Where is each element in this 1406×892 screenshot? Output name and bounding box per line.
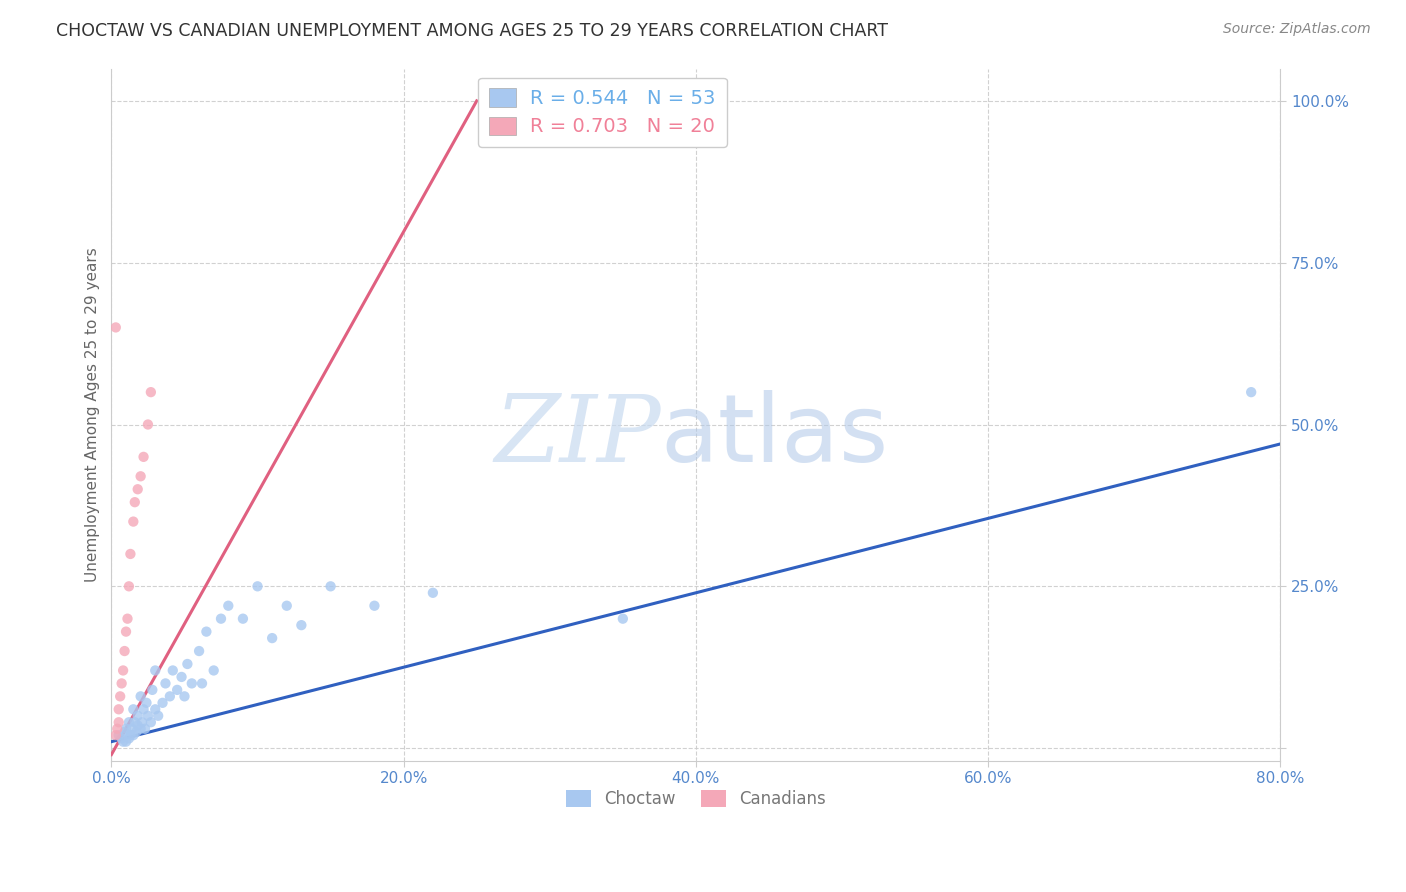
Point	[127, 708, 149, 723]
Text: atlas: atlas	[661, 390, 889, 482]
Point	[112, 664, 135, 678]
Point	[139, 715, 162, 730]
Point	[122, 728, 145, 742]
Point	[136, 417, 159, 432]
Point	[176, 657, 198, 671]
Point	[131, 715, 153, 730]
Point	[118, 731, 141, 746]
Point	[1240, 385, 1263, 400]
Point	[202, 664, 225, 678]
Point	[209, 612, 232, 626]
Point	[115, 624, 138, 639]
Point	[114, 644, 136, 658]
Point	[135, 696, 157, 710]
Point	[146, 708, 169, 723]
Point	[129, 469, 152, 483]
Point	[276, 599, 298, 613]
Point	[191, 676, 214, 690]
Point	[173, 690, 195, 704]
Point	[121, 722, 143, 736]
Point	[107, 702, 129, 716]
Y-axis label: Unemployment Among Ages 25 to 29 years: Unemployment Among Ages 25 to 29 years	[86, 247, 100, 582]
Point	[132, 450, 155, 464]
Point	[290, 618, 312, 632]
Point	[246, 579, 269, 593]
Point	[120, 547, 142, 561]
Point	[111, 731, 134, 746]
Point	[180, 676, 202, 690]
Point	[363, 599, 385, 613]
Point	[122, 702, 145, 716]
Point	[124, 495, 146, 509]
Point	[118, 715, 141, 730]
Point	[108, 690, 131, 704]
Point	[143, 664, 166, 678]
Point	[262, 631, 284, 645]
Point	[188, 644, 211, 658]
Point	[170, 670, 193, 684]
Point	[115, 722, 138, 736]
Point	[612, 612, 634, 626]
Point	[141, 682, 163, 697]
Text: Source: ZipAtlas.com: Source: ZipAtlas.com	[1223, 22, 1371, 37]
Point	[152, 696, 174, 710]
Point	[115, 734, 138, 748]
Point	[125, 725, 148, 739]
Point	[127, 718, 149, 732]
Point	[195, 624, 218, 639]
Point	[155, 676, 177, 690]
Point	[217, 599, 239, 613]
Point	[105, 722, 128, 736]
Point	[132, 702, 155, 716]
Point	[129, 722, 152, 736]
Point	[107, 728, 129, 742]
Point	[117, 612, 139, 626]
Point	[112, 734, 135, 748]
Point	[104, 320, 127, 334]
Text: ZIP: ZIP	[495, 391, 661, 481]
Point	[166, 682, 188, 697]
Point	[114, 725, 136, 739]
Point	[104, 728, 127, 742]
Text: CHOCTAW VS CANADIAN UNEMPLOYMENT AMONG AGES 25 TO 29 YEARS CORRELATION CHART: CHOCTAW VS CANADIAN UNEMPLOYMENT AMONG A…	[56, 22, 889, 40]
Point	[143, 702, 166, 716]
Point	[124, 715, 146, 730]
Point	[122, 515, 145, 529]
Point	[422, 586, 444, 600]
Point	[134, 722, 156, 736]
Legend: Choctaw, Canadians: Choctaw, Canadians	[560, 783, 832, 815]
Point	[139, 385, 162, 400]
Point	[136, 708, 159, 723]
Point	[107, 715, 129, 730]
Point	[129, 690, 152, 704]
Point	[120, 728, 142, 742]
Point	[159, 690, 181, 704]
Point	[162, 664, 184, 678]
Point	[118, 579, 141, 593]
Point	[111, 676, 134, 690]
Point	[232, 612, 254, 626]
Point	[127, 482, 149, 496]
Point	[319, 579, 342, 593]
